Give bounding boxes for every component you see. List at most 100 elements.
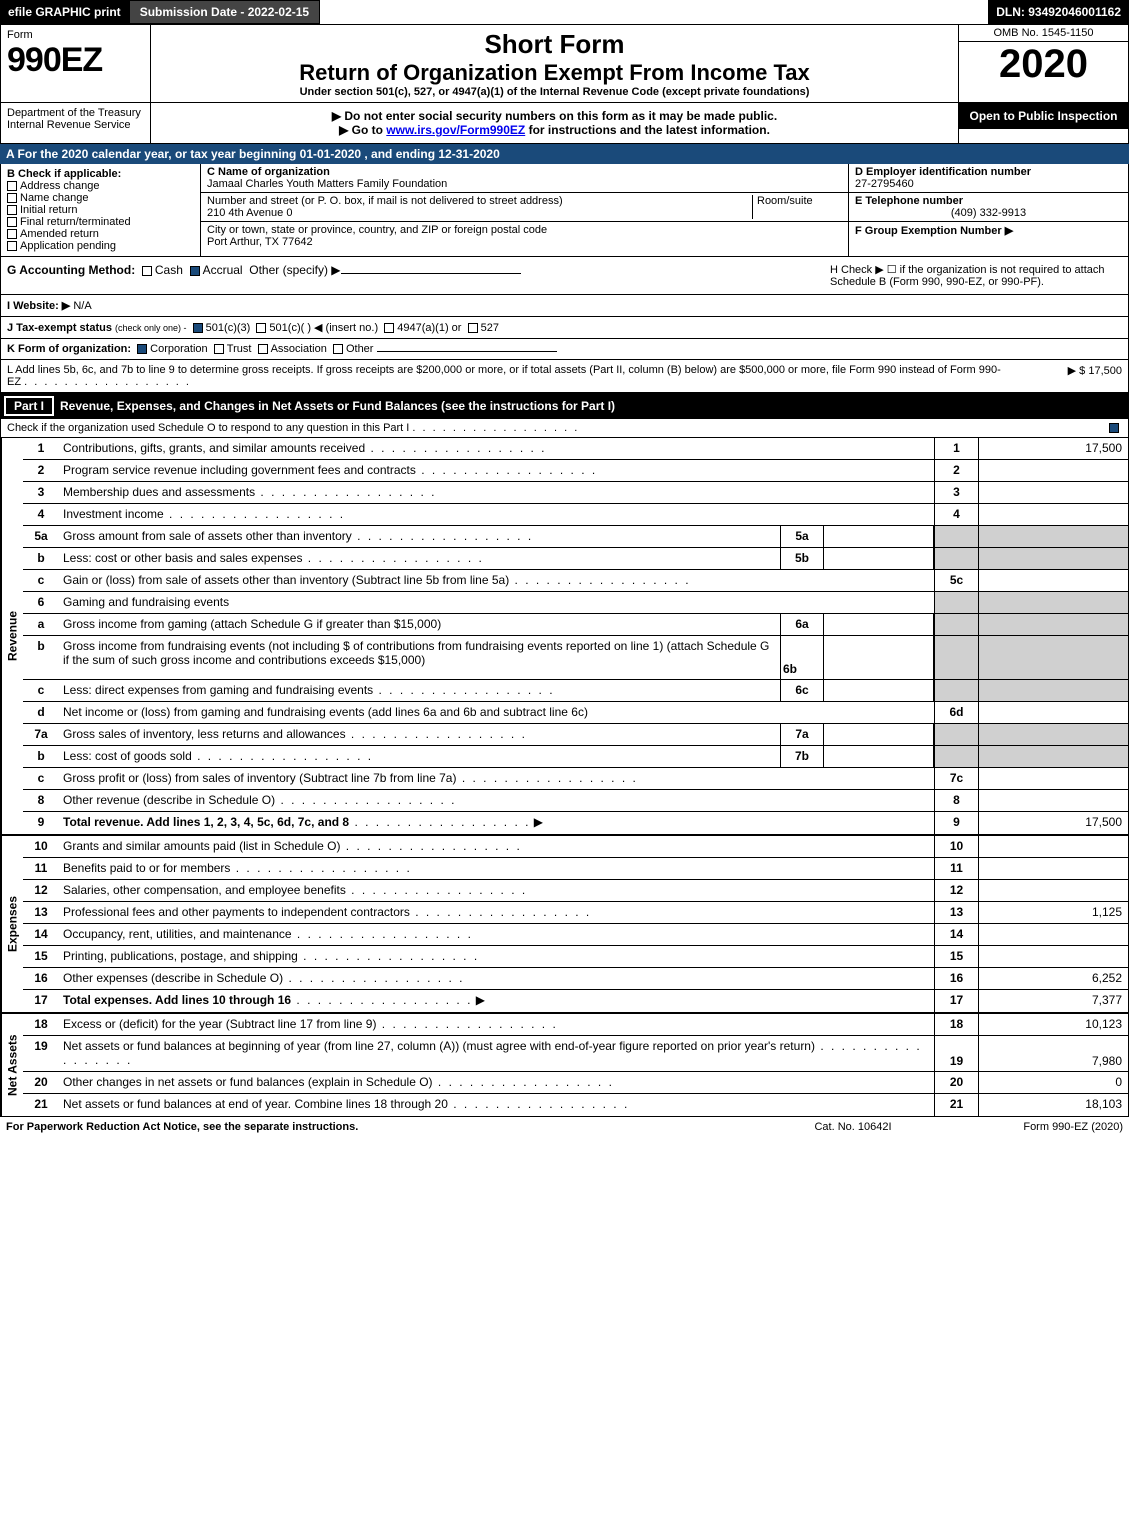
- line-1-value: 17,500: [978, 438, 1128, 459]
- line-18-rn: 18: [934, 1014, 978, 1035]
- part-1-table: Revenue 1 Contributions, gifts, grants, …: [0, 438, 1129, 835]
- line-20-rn: 20: [934, 1072, 978, 1093]
- line-10: 10 Grants and similar amounts paid (list…: [23, 836, 1128, 858]
- line-6: 6 Gaming and fundraising events: [23, 592, 1128, 614]
- line-8-rn: 8: [934, 790, 978, 811]
- check-trust[interactable]: [214, 344, 224, 354]
- check-501c3[interactable]: [193, 323, 203, 333]
- line-7c-rn: 7c: [934, 768, 978, 789]
- f-label: F Group Exemption Number ▶: [855, 225, 1013, 237]
- line-11-num: 11: [23, 858, 59, 879]
- line-5a-rv: [978, 526, 1128, 547]
- check-accrual[interactable]: [190, 266, 200, 276]
- line-6c-mn: 6c: [780, 680, 824, 701]
- check-501c[interactable]: [256, 323, 266, 333]
- line-5c-desc: Gain or (loss) from sale of assets other…: [59, 570, 934, 591]
- check-initial-return[interactable]: [7, 205, 17, 215]
- line-6a: a Gross income from gaming (attach Sched…: [23, 614, 1128, 636]
- subtitle: Under section 501(c), 527, or 4947(a)(1)…: [159, 86, 950, 98]
- k-opt-0: Corporation: [150, 343, 207, 355]
- line-13-num: 13: [23, 902, 59, 923]
- check-cash[interactable]: [142, 266, 152, 276]
- line-16-desc: Other expenses (describe in Schedule O): [59, 968, 934, 989]
- efile-print[interactable]: efile GRAPHIC print: [0, 0, 129, 24]
- line-3-value: [978, 482, 1128, 503]
- part-1-check-text: Check if the organization used Schedule …: [7, 422, 409, 434]
- form-header: Form 990EZ Short Form Return of Organiza…: [0, 24, 1129, 103]
- return-title: Return of Organization Exempt From Incom…: [159, 60, 950, 86]
- g-accrual: Accrual: [203, 263, 243, 277]
- form-number: 990EZ: [7, 41, 144, 80]
- line-6d-rn: 6d: [934, 702, 978, 723]
- check-4947a1[interactable]: [384, 323, 394, 333]
- line-7b-mn: 7b: [780, 746, 824, 767]
- check-name-change[interactable]: [7, 193, 17, 203]
- c-label: C Name of organization: [207, 166, 330, 178]
- line-7b-num: b: [23, 746, 59, 767]
- line-12-value: [978, 880, 1128, 901]
- check-final-return[interactable]: [7, 217, 17, 227]
- b-item-1: Name change: [20, 192, 89, 204]
- line-7a-rn: [934, 724, 978, 745]
- goto-link[interactable]: www.irs.gov/Form990EZ: [386, 123, 525, 137]
- line-8: 8 Other revenue (describe in Schedule O)…: [23, 790, 1128, 812]
- page-footer: For Paperwork Reduction Act Notice, see …: [0, 1117, 1129, 1137]
- line-14: 14 Occupancy, rent, utilities, and maint…: [23, 924, 1128, 946]
- j-note: (check only one) -: [115, 323, 187, 333]
- check-527[interactable]: [468, 323, 478, 333]
- g-other-blank[interactable]: [341, 273, 521, 274]
- line-3-rn: 3: [934, 482, 978, 503]
- line-14-desc: Occupancy, rent, utilities, and maintena…: [59, 924, 934, 945]
- line-9-value: 17,500: [978, 812, 1128, 834]
- part-1-check-line: Check if the organization used Schedule …: [0, 419, 1129, 438]
- line-7c: c Gross profit or (loss) from sales of i…: [23, 768, 1128, 790]
- line-20: 20 Other changes in net assets or fund b…: [23, 1072, 1128, 1094]
- line-14-num: 14: [23, 924, 59, 945]
- line-6d-desc: Net income or (loss) from gaming and fun…: [59, 702, 934, 723]
- line-20-num: 20: [23, 1072, 59, 1093]
- line-11-value: [978, 858, 1128, 879]
- line-11: 11 Benefits paid to or for members 11: [23, 858, 1128, 880]
- street-label: Number and street (or P. O. box, if mail…: [207, 195, 563, 207]
- line-6b-rn: [934, 636, 978, 679]
- k-row: K Form of organization: Corporation Trus…: [0, 339, 1129, 360]
- dept-label: Department of the Treasury: [7, 107, 141, 119]
- line-9-rn: 9: [934, 812, 978, 834]
- check-schedule-o[interactable]: [1109, 423, 1119, 433]
- submission-date: Submission Date - 2022-02-15: [129, 0, 320, 24]
- line-6-rv: [978, 592, 1128, 613]
- address-block: B Check if applicable: Address change Na…: [0, 164, 1129, 257]
- line-2-desc: Program service revenue including govern…: [59, 460, 934, 481]
- line-7b-rn: [934, 746, 978, 767]
- check-application-pending[interactable]: [7, 241, 17, 251]
- check-amended-return[interactable]: [7, 229, 17, 239]
- line-6c-desc: Less: direct expenses from gaming and fu…: [59, 680, 780, 701]
- line-5a-desc: Gross amount from sale of assets other t…: [59, 526, 780, 547]
- city-label: City or town, state or province, country…: [207, 224, 547, 236]
- b-item-3: Final return/terminated: [20, 216, 131, 228]
- check-other-org[interactable]: [333, 344, 343, 354]
- line-6b: b Gross income from fundraising events (…: [23, 636, 1128, 680]
- line-12-rn: 12: [934, 880, 978, 901]
- line-5a-mv: [824, 526, 934, 547]
- line-16-value: 6,252: [978, 968, 1128, 989]
- topbar-spacer: [320, 0, 988, 24]
- check-association[interactable]: [258, 344, 268, 354]
- line-7b-rv: [978, 746, 1128, 767]
- k-opt-1: Trust: [227, 343, 252, 355]
- line-5c-num: c: [23, 570, 59, 591]
- line-6c-num: c: [23, 680, 59, 701]
- line-3-num: 3: [23, 482, 59, 503]
- line-13-value: 1,125: [978, 902, 1128, 923]
- j-opt-0: 501(c)(3): [206, 322, 251, 334]
- k-other-blank[interactable]: [377, 351, 557, 352]
- b-item-5: Application pending: [20, 240, 116, 252]
- part-1-bar: Part I Revenue, Expenses, and Changes in…: [0, 393, 1129, 419]
- check-address-change[interactable]: [7, 181, 17, 191]
- e-label: E Telephone number: [855, 195, 963, 207]
- line-1-desc: Contributions, gifts, grants, and simila…: [59, 438, 934, 459]
- line-13: 13 Professional fees and other payments …: [23, 902, 1128, 924]
- check-corporation[interactable]: [137, 344, 147, 354]
- line-5a-num: 5a: [23, 526, 59, 547]
- irs-label: Internal Revenue Service: [7, 119, 131, 131]
